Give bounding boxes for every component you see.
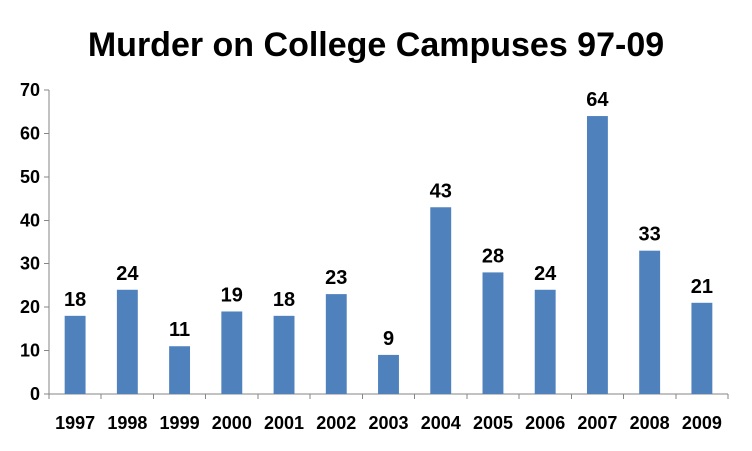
y-tick-label: 70 [20,80,40,100]
data-label-2007: 64 [586,89,609,111]
bar-2003 [378,354,399,394]
data-label-2001: 18 [273,289,295,311]
x-tick-label-2003: 2003 [368,413,408,433]
x-tick-label-1999: 1999 [160,413,200,433]
y-tick-label: 20 [20,297,40,317]
x-tick-label-2000: 2000 [212,413,252,433]
y-tick-label: 60 [20,123,40,143]
data-label-1999: 11 [169,319,190,341]
data-label-2005: 28 [482,245,504,267]
bar-1999 [169,346,191,394]
bar-2006 [534,289,556,394]
chart-title: Murder on College Campuses 97-09 [88,26,664,64]
data-label-2008: 33 [639,224,661,246]
data-label-2000: 19 [221,284,243,306]
bar-1997 [64,315,86,394]
data-label-2003: 9 [383,328,394,350]
x-tick-label-2006: 2006 [525,413,565,433]
y-tick-label: 40 [20,210,40,230]
y-tick-label: 10 [20,341,40,361]
x-tick-label-2007: 2007 [577,413,617,433]
bar-2000 [221,311,243,394]
data-label-2002: 23 [325,267,347,289]
y-axis: 0 10 20 30 40 50 60 70 [20,80,50,404]
x-tick-label-2005: 2005 [473,413,513,433]
bar-2001 [273,315,295,394]
bar-2008 [639,250,661,394]
bar-series [64,116,713,395]
data-label-1998: 24 [116,263,139,285]
bar-1998 [116,289,138,394]
x-tick-label-2009: 2009 [682,413,722,433]
x-tick-label-1998: 1998 [107,413,147,433]
data-label-2006: 24 [534,263,557,285]
y-tick-label: 0 [30,384,40,404]
bar-2002 [325,294,347,394]
bar-2005 [482,272,504,394]
y-tick-label: 30 [20,254,40,274]
x-tick-label-2008: 2008 [630,413,670,433]
bar-2009 [691,302,713,394]
x-tick-label-2004: 2004 [421,413,461,433]
bar-2007 [586,116,608,395]
x-tick-label-2002: 2002 [316,413,356,433]
data-label-2004: 43 [430,180,452,202]
x-axis: 1997 1998 1999 2000 2001 2002 2003 2004 2005 2006… [48,393,729,433]
x-tick-label-2001: 2001 [264,413,304,433]
data-label-1997: 18 [64,289,86,311]
data-label-2009: 21 [691,276,713,298]
bar-2004 [430,207,452,394]
y-tick-label: 50 [20,167,40,187]
data-labels: 18 24 11 19 18 23 9 43 28 24 64 33 21 [64,89,713,350]
x-tick-label-1997: 1997 [55,413,95,433]
